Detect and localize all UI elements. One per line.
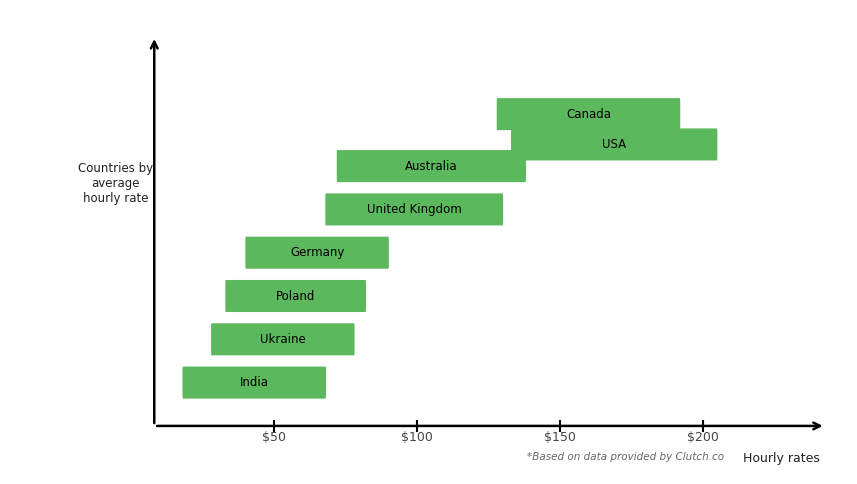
FancyBboxPatch shape	[497, 98, 680, 130]
Text: *Based on data provided by Clutch.co: *Based on data provided by Clutch.co	[527, 452, 724, 462]
Text: USA: USA	[602, 138, 626, 151]
FancyBboxPatch shape	[183, 366, 326, 399]
Text: Poland: Poland	[276, 289, 315, 302]
FancyBboxPatch shape	[245, 237, 389, 269]
Text: Germany: Germany	[290, 246, 345, 259]
FancyBboxPatch shape	[337, 150, 526, 182]
Text: Canada: Canada	[566, 107, 611, 121]
Text: India: India	[240, 376, 269, 389]
Text: Countries by
average
hourly rate: Countries by average hourly rate	[78, 163, 153, 205]
Text: United Kingdom: United Kingdom	[367, 203, 462, 216]
Text: Ukraine: Ukraine	[260, 333, 306, 346]
FancyBboxPatch shape	[511, 128, 717, 161]
FancyBboxPatch shape	[211, 323, 355, 355]
Text: Hourly rates: Hourly rates	[743, 452, 820, 465]
Text: Australia: Australia	[405, 160, 458, 173]
FancyBboxPatch shape	[326, 194, 503, 226]
FancyBboxPatch shape	[225, 280, 366, 312]
